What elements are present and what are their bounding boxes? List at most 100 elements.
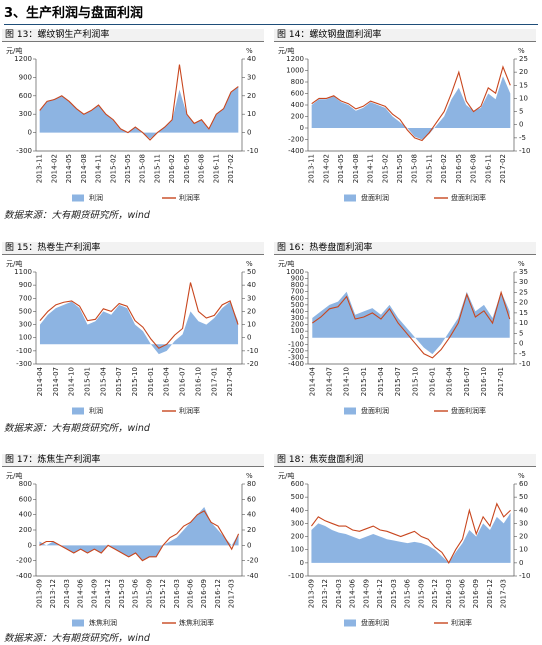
x-tick-label: 2015-10 (131, 367, 139, 396)
x-tick-label: 2016-03 (173, 579, 181, 608)
x-tick-label: 2017-04 (226, 366, 234, 396)
chart: 元/吨 % -400 -200 0 200 400 600 800 1000 1200 -10 -5 0 5… (278, 46, 530, 202)
profit-area (39, 507, 239, 561)
y2-tick-label: 30 (519, 278, 528, 286)
y-tick-label: 500 (291, 301, 304, 309)
legend-label: 利润率 (179, 193, 200, 202)
y-tick-label: -200 (288, 136, 304, 144)
x-tick-label: 2014-05 (65, 154, 73, 183)
legend-label: 盘面利润 (361, 406, 389, 415)
y2-tick-label: 0 (519, 340, 523, 348)
y2-tick-label: 0 (247, 541, 251, 549)
x-tick-label: 2014-12 (376, 579, 384, 608)
x-tick-label: 2016-12 (214, 579, 222, 608)
y2-axis-unit: % (246, 260, 253, 268)
profit-area (312, 291, 510, 355)
x-tick-label: 2016-04 (163, 366, 171, 396)
legend-label: 盘面利润率 (451, 193, 486, 202)
x-tick-label: 2014-02 (322, 154, 330, 183)
x-tick-label: 2017-02 (227, 154, 235, 183)
legend-label: 利润率 (451, 618, 472, 627)
y2-tick-label: 60 (519, 480, 528, 488)
legend-label: 利润 (89, 406, 103, 415)
x-tick-label: 2013-09 (307, 579, 315, 608)
y2-tick-label: 20 (519, 68, 528, 76)
y2-tick-label: 10 (519, 94, 528, 102)
x-tick-label: 2014-12 (104, 579, 112, 608)
x-tick-label: 2014-05 (337, 154, 345, 183)
y-tick-label: 100 (19, 334, 32, 342)
y2-tick-label: 40 (247, 281, 256, 289)
x-tick-label: 2015-12 (431, 579, 439, 608)
y2-axis-unit: % (518, 472, 525, 480)
y2-tick-label: 0 (519, 121, 523, 129)
chart-box: 元/吨% -300 0 300 600 900 1200 -10 0 10 20 30 40 2013-1… (2, 43, 267, 204)
figure-caption: 图 13：螺纹钢生产利润率 (2, 29, 264, 42)
y-tick-label: 600 (291, 480, 304, 488)
legend-swatch (344, 407, 356, 415)
x-tick-label: 2016-03 (445, 579, 453, 608)
source-note: 数据来源：大有期货研究所，wind (4, 423, 150, 434)
rate-line (39, 282, 239, 349)
y2-tick-label: 0 (519, 559, 523, 567)
y2-tick-label: 0 (247, 334, 251, 342)
chart: 元/吨 %-400-300-200-10001002003004005006007… (278, 259, 530, 415)
y-tick-label: 200 (291, 113, 304, 121)
x-tick-label: 2015-05 (396, 154, 404, 183)
x-tick-label: 2015-07 (115, 367, 123, 396)
x-tick-label: 2016-10 (194, 367, 202, 396)
y2-tick-label: 30 (247, 294, 256, 302)
x-tick-label: 2014-07 (325, 367, 333, 396)
y-tick-label: 700 (19, 294, 32, 302)
x-tick-label: 2016-09 (472, 579, 480, 608)
y2-tick-label: 25 (519, 55, 528, 63)
x-tick-label: 2016-04 (446, 366, 454, 396)
x-tick-label: 2015-08 (411, 154, 419, 183)
y-tick-label: 900 (19, 281, 32, 289)
legend-swatch (344, 194, 356, 202)
y-tick-label: -400 (16, 572, 32, 580)
y-tick-label: 500 (291, 493, 304, 501)
y-tick-label: 200 (291, 533, 304, 541)
x-tick-label: 2015-08 (139, 154, 147, 183)
y-tick-label: 800 (291, 78, 304, 86)
y-tick-label: -100 (288, 340, 304, 348)
figure-caption: 图 17：炼焦生产利润率 (2, 454, 264, 467)
y-tick-label: 200 (19, 526, 32, 534)
y-axis-unit: 元/吨 (6, 259, 22, 268)
x-tick-label: 2015-03 (390, 579, 398, 608)
x-tick-label: 2014-09 (90, 579, 98, 608)
profit-area (39, 86, 239, 139)
rate-line (311, 290, 511, 359)
y2-tick-label: 30 (519, 519, 528, 527)
x-tick-label: 2014-11 (95, 154, 103, 183)
y2-axis-unit: % (518, 260, 525, 268)
legend-label: 炼焦利润 (89, 618, 117, 627)
y2-tick-label: -10 (519, 360, 530, 368)
x-tick-label: 2015-02 (109, 154, 117, 183)
y2-axis-unit: % (246, 472, 253, 480)
x-tick-label: 2014-04 (36, 366, 44, 396)
chart: 元/吨 %-400-2000200400600800-40-20020406080… (6, 471, 258, 627)
chart: 元/吨 %-1000100200300400500600-100102030405… (278, 471, 530, 627)
x-tick-label: 2016-05 (455, 154, 463, 183)
y-tick-label: 0 (300, 559, 304, 567)
figure-caption: 图 18：焦炭盘面利润 (274, 454, 536, 467)
x-tick-label: 2013-11 (36, 154, 44, 183)
y-tick-label: 500 (19, 307, 32, 315)
y2-tick-label: 80 (247, 480, 256, 488)
y2-tick-label: -10 (247, 147, 258, 155)
rate-line (310, 502, 511, 564)
y-tick-label: 300 (291, 314, 304, 322)
figure-caption: 图 15：热卷生产利润率 (2, 242, 264, 255)
y-tick-label: -200 (288, 347, 304, 355)
x-tick-label: 2017-02 (499, 154, 507, 183)
x-tick-label: 2015-05 (124, 154, 132, 183)
y-tick-label: -300 (16, 147, 32, 155)
profit-area (311, 76, 511, 140)
y2-tick-label: 50 (247, 268, 256, 276)
y-axis-unit: 元/吨 (278, 46, 294, 55)
y2-tick-label: -10 (519, 147, 530, 155)
figure-caption: 图 16：热卷盘面利润率 (274, 242, 536, 255)
legend-label: 盘面利润率 (451, 406, 486, 415)
